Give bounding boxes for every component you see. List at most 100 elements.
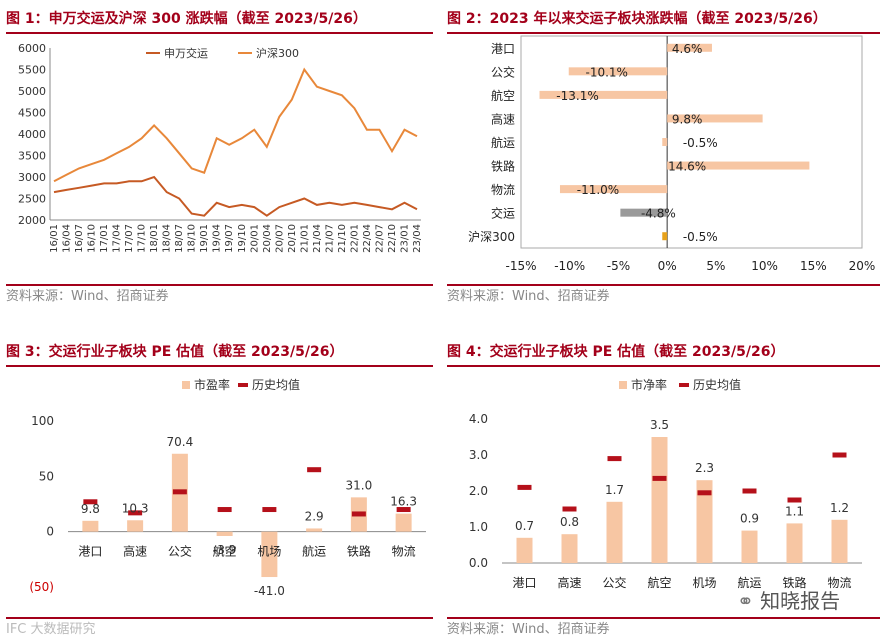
data-label: -3.9 xyxy=(213,543,236,557)
data-label: 9.8% xyxy=(672,112,703,126)
x-tick-label: -15% xyxy=(505,259,536,273)
hist-marker-1 xyxy=(562,506,577,512)
x-tick-label: 21/01 xyxy=(299,224,310,253)
hist-marker-5 xyxy=(307,467,322,473)
figure-1-line-chart: 60005500500045004000350030002500200016/0… xyxy=(18,42,423,253)
bar-0 xyxy=(667,43,712,52)
category-label: 铁路 xyxy=(782,575,806,590)
figure-1-source: 资料来源：Wind、招商证券 xyxy=(6,284,433,308)
bar-6 xyxy=(786,523,803,563)
x-tick-label: 18/04 xyxy=(162,224,173,253)
legend-swatch-bar xyxy=(619,381,627,389)
data-label: 0.7 xyxy=(515,519,534,533)
data-label: 1.2 xyxy=(830,501,849,515)
x-tick-label: 18/07 xyxy=(174,224,185,253)
bar-0 xyxy=(516,537,533,563)
legend-label: 沪深300 xyxy=(256,46,299,60)
bar-6 xyxy=(559,185,668,194)
category-label: 港口 xyxy=(512,576,536,590)
bar-7 xyxy=(620,208,668,217)
x-tick-label: 0% xyxy=(658,259,677,273)
x-tick-label: 22/07 xyxy=(374,224,385,253)
y-tick-label: 3500 xyxy=(18,150,46,163)
bar-4 xyxy=(261,531,278,578)
hist-marker-0 xyxy=(517,484,532,490)
figure-1: 图 1：申万交运及沪深 300 涨跌幅（截至 2023/5/26） 6000 55… xyxy=(6,6,433,306)
y-tick-label: 5000 xyxy=(18,85,46,98)
category-label: 铁路 xyxy=(347,544,371,559)
x-tick-label: 22/10 xyxy=(387,224,398,253)
bar-4 xyxy=(696,480,713,563)
legend-swatch-hist xyxy=(238,383,248,387)
x-tick-label: 22/01 xyxy=(349,224,360,253)
legend-swatch-bar xyxy=(182,381,190,389)
figure-4: 图 4：交运行业子板块 PE 估值（截至 2023/5/26） 4.0 3.0 2.… xyxy=(447,339,880,639)
category-label: 航运 xyxy=(737,575,761,590)
data-label: 70.4 xyxy=(167,435,194,449)
figure-3-title: 图 3：交运行业子板块 PE 估值（截至 2023/5/26） xyxy=(6,339,433,367)
series-line-sw-transport xyxy=(53,175,418,217)
data-label: -10.1% xyxy=(586,65,628,79)
category-label: 物流 xyxy=(827,576,851,590)
bar-0 xyxy=(82,520,99,532)
legend-label: 历史均值 xyxy=(252,377,300,392)
data-label: 0.9 xyxy=(740,512,759,526)
hist-marker-4 xyxy=(697,490,712,496)
x-tick-label: 17/07 xyxy=(124,224,135,253)
y-tick-label: 4500 xyxy=(18,107,46,120)
y-tick-label: 100 xyxy=(31,414,54,428)
x-tick-label: 17/04 xyxy=(112,224,123,253)
x-tick-label: 17/10 xyxy=(137,224,148,253)
y-tick-label: 3000 xyxy=(18,171,46,184)
x-tick-label: 20/04 xyxy=(262,224,273,253)
figure-2-bar-chart: 港口 4.6% 公交 -10.1% 航空 -13.1% 高速 9.8% 航运 -0.5% 铁路 14.… xyxy=(468,35,876,273)
data-label: 1.7 xyxy=(605,483,624,497)
y-tick-label: 5500 xyxy=(18,64,46,77)
x-tick-label: 23/01 xyxy=(399,224,410,253)
x-tick-label: 18/01 xyxy=(149,224,160,253)
category-label: 航空 xyxy=(647,575,671,590)
wechat-icon: ⚭ xyxy=(737,589,754,613)
x-tick-label: 21/10 xyxy=(337,224,348,253)
watermark-text: 知晓报告 xyxy=(760,589,841,613)
x-tick-label: 16/07 xyxy=(74,224,85,253)
x-tick-label: 22/04 xyxy=(362,224,373,253)
data-label: 1.1 xyxy=(785,504,804,518)
y-tick-label: 4.0 xyxy=(469,412,488,426)
bar-7 xyxy=(831,519,848,563)
figure-4-source: 资料来源：Wind、招商证券 xyxy=(447,617,880,641)
data-label: 31.0 xyxy=(346,478,373,492)
x-tick-label: 16/01 xyxy=(49,224,60,253)
hist-marker-6 xyxy=(787,497,802,503)
x-tick-label: 20% xyxy=(849,259,876,273)
figure-2-title: 图 2：2023 年以来交运子板块涨跌幅（截至 2023/5/26） xyxy=(447,6,880,34)
y-tick-label: 3.0 xyxy=(469,448,488,462)
y-tick-label: 0 xyxy=(46,525,54,539)
legend-label: 申万交运 xyxy=(164,46,208,60)
data-label: 14.6% xyxy=(668,160,706,174)
data-label: 4.6% xyxy=(672,42,703,56)
bar-4 xyxy=(662,138,668,146)
bar-3 xyxy=(651,437,668,563)
y-tick-label: 4000 xyxy=(18,128,46,141)
series-line-hs300 xyxy=(53,67,418,183)
figure-3-source: IFC 大数据研究 xyxy=(6,617,433,641)
data-label: 9.8 xyxy=(81,502,100,516)
hist-marker-7 xyxy=(832,452,847,458)
data-label: -0.5% xyxy=(683,136,718,150)
data-label: -41.0 xyxy=(254,584,285,598)
legend-label: 市盈率 xyxy=(194,377,230,392)
x-tick-label: 19/07 xyxy=(224,224,235,253)
data-label: 2.9 xyxy=(305,509,324,523)
data-label: 2.3 xyxy=(695,461,714,475)
watermark-left: IFC 大数据研究 xyxy=(6,622,96,637)
x-tick-label: 16/10 xyxy=(87,224,98,253)
x-tick-label: 5% xyxy=(706,259,725,273)
x-tick-label: 10% xyxy=(751,259,778,273)
category-label: 公交 xyxy=(168,544,192,559)
category-label: 港口 xyxy=(78,545,102,559)
category-label: 物流 xyxy=(491,183,515,197)
bar-5 xyxy=(667,161,810,170)
y-tick-label: 0.0 xyxy=(469,556,488,570)
y-tick-label: 50 xyxy=(39,469,54,483)
